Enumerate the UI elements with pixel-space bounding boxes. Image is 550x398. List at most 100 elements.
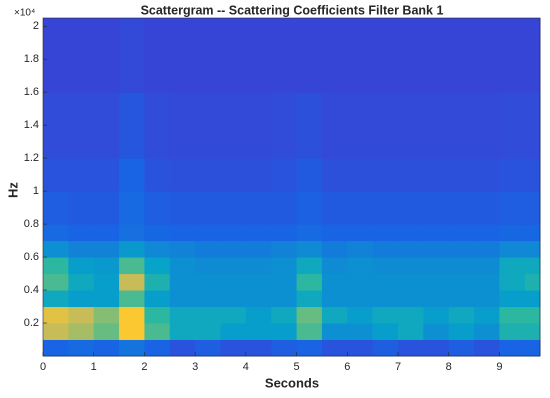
x-tick-label: 5 <box>294 361 300 373</box>
heat-cell <box>499 273 526 291</box>
y-tick-label: 0.8 <box>24 218 39 230</box>
x-tick-label: 3 <box>192 361 198 373</box>
heat-cell <box>448 257 475 275</box>
heat-cell <box>296 290 323 308</box>
y-axis-label: Hz <box>5 182 20 198</box>
heat-cell <box>448 290 475 308</box>
heat-cell <box>119 339 145 357</box>
heat-cell <box>448 273 475 291</box>
heat-cell <box>423 224 450 242</box>
heat-cell <box>93 306 120 324</box>
heat-cell <box>144 323 171 341</box>
heat-cell <box>271 191 298 225</box>
heat-cell <box>43 306 69 324</box>
heat-cell <box>169 273 196 291</box>
heat-cell <box>474 18 500 93</box>
heat-cell <box>245 224 272 242</box>
heat-cell <box>321 92 348 159</box>
heat-cell <box>195 18 221 93</box>
heat-cell <box>245 92 272 159</box>
heat-cell <box>195 273 221 291</box>
heat-cell <box>372 240 399 258</box>
heat-cell <box>68 224 95 242</box>
x-tick-label: 1 <box>91 361 97 373</box>
heat-cell <box>423 92 450 159</box>
heat-cell <box>499 92 526 159</box>
heat-cell <box>321 158 348 192</box>
heat-cell <box>296 240 323 258</box>
heat-cell <box>296 191 323 225</box>
y-tick-label: 0.4 <box>24 284 39 296</box>
heat-cell <box>93 273 120 291</box>
heat-cell <box>398 290 424 308</box>
x-tick-label: 4 <box>243 361 249 373</box>
heat-cell <box>43 158 69 192</box>
heat-cell <box>220 339 247 357</box>
heat-cell <box>524 92 541 159</box>
heat-cell <box>296 92 323 159</box>
heat-cell <box>474 257 500 275</box>
y-tick-label: 1 <box>33 185 39 197</box>
heat-cell <box>448 18 475 93</box>
heat-cell <box>321 306 348 324</box>
heat-cell <box>93 257 120 275</box>
heat-cell <box>119 273 145 291</box>
heat-cell <box>93 92 120 159</box>
heat-cell <box>220 323 247 341</box>
heat-cell <box>119 290 145 308</box>
heat-cell <box>499 191 526 225</box>
heat-cell <box>398 18 424 93</box>
y-tick-label: 1.4 <box>24 119 39 131</box>
heat-cell <box>119 18 145 93</box>
heat-cell <box>524 158 541 192</box>
heat-cell <box>398 306 424 324</box>
heat-cell <box>423 18 450 93</box>
heat-cell <box>68 158 95 192</box>
heat-cell <box>93 224 120 242</box>
heat-cell <box>499 158 526 192</box>
heat-cell <box>296 18 323 93</box>
heat-cell <box>474 273 500 291</box>
heat-cell <box>423 339 450 357</box>
heat-cell <box>43 273 69 291</box>
heat-cell <box>372 273 399 291</box>
heat-cell <box>169 306 196 324</box>
heat-cell <box>245 273 272 291</box>
heat-cell <box>93 323 120 341</box>
heat-cell <box>271 224 298 242</box>
heat-cell <box>474 290 500 308</box>
heat-cell <box>271 240 298 258</box>
heat-cell <box>372 323 399 341</box>
heat-cell <box>169 240 196 258</box>
heat-cell <box>423 306 450 324</box>
heat-cell <box>43 191 69 225</box>
heat-cell <box>271 306 298 324</box>
heat-cell <box>398 240 424 258</box>
heat-cell <box>119 240 145 258</box>
heat-cell <box>195 339 221 357</box>
x-tick-label: 7 <box>395 361 401 373</box>
heat-cell <box>43 18 69 93</box>
heat-cell <box>169 339 196 357</box>
heat-cell <box>448 92 475 159</box>
heat-cell <box>372 224 399 242</box>
heat-cell <box>398 257 424 275</box>
heat-cell <box>68 18 95 93</box>
heat-cell <box>195 191 221 225</box>
heat-cell <box>423 257 450 275</box>
heat-cell <box>93 191 120 225</box>
heat-cell <box>195 306 221 324</box>
heat-cell <box>271 257 298 275</box>
heat-cell <box>68 323 95 341</box>
heat-cell <box>321 323 348 341</box>
heat-cell <box>423 158 450 192</box>
heat-cell <box>524 273 541 291</box>
heat-cell <box>144 257 171 275</box>
heat-cell <box>347 257 374 275</box>
y-tick-label: 1.8 <box>24 53 39 65</box>
heat-cell <box>271 290 298 308</box>
heat-cell <box>321 290 348 308</box>
heat-cell <box>499 224 526 242</box>
heat-cell <box>296 257 323 275</box>
heat-cell <box>296 306 323 324</box>
